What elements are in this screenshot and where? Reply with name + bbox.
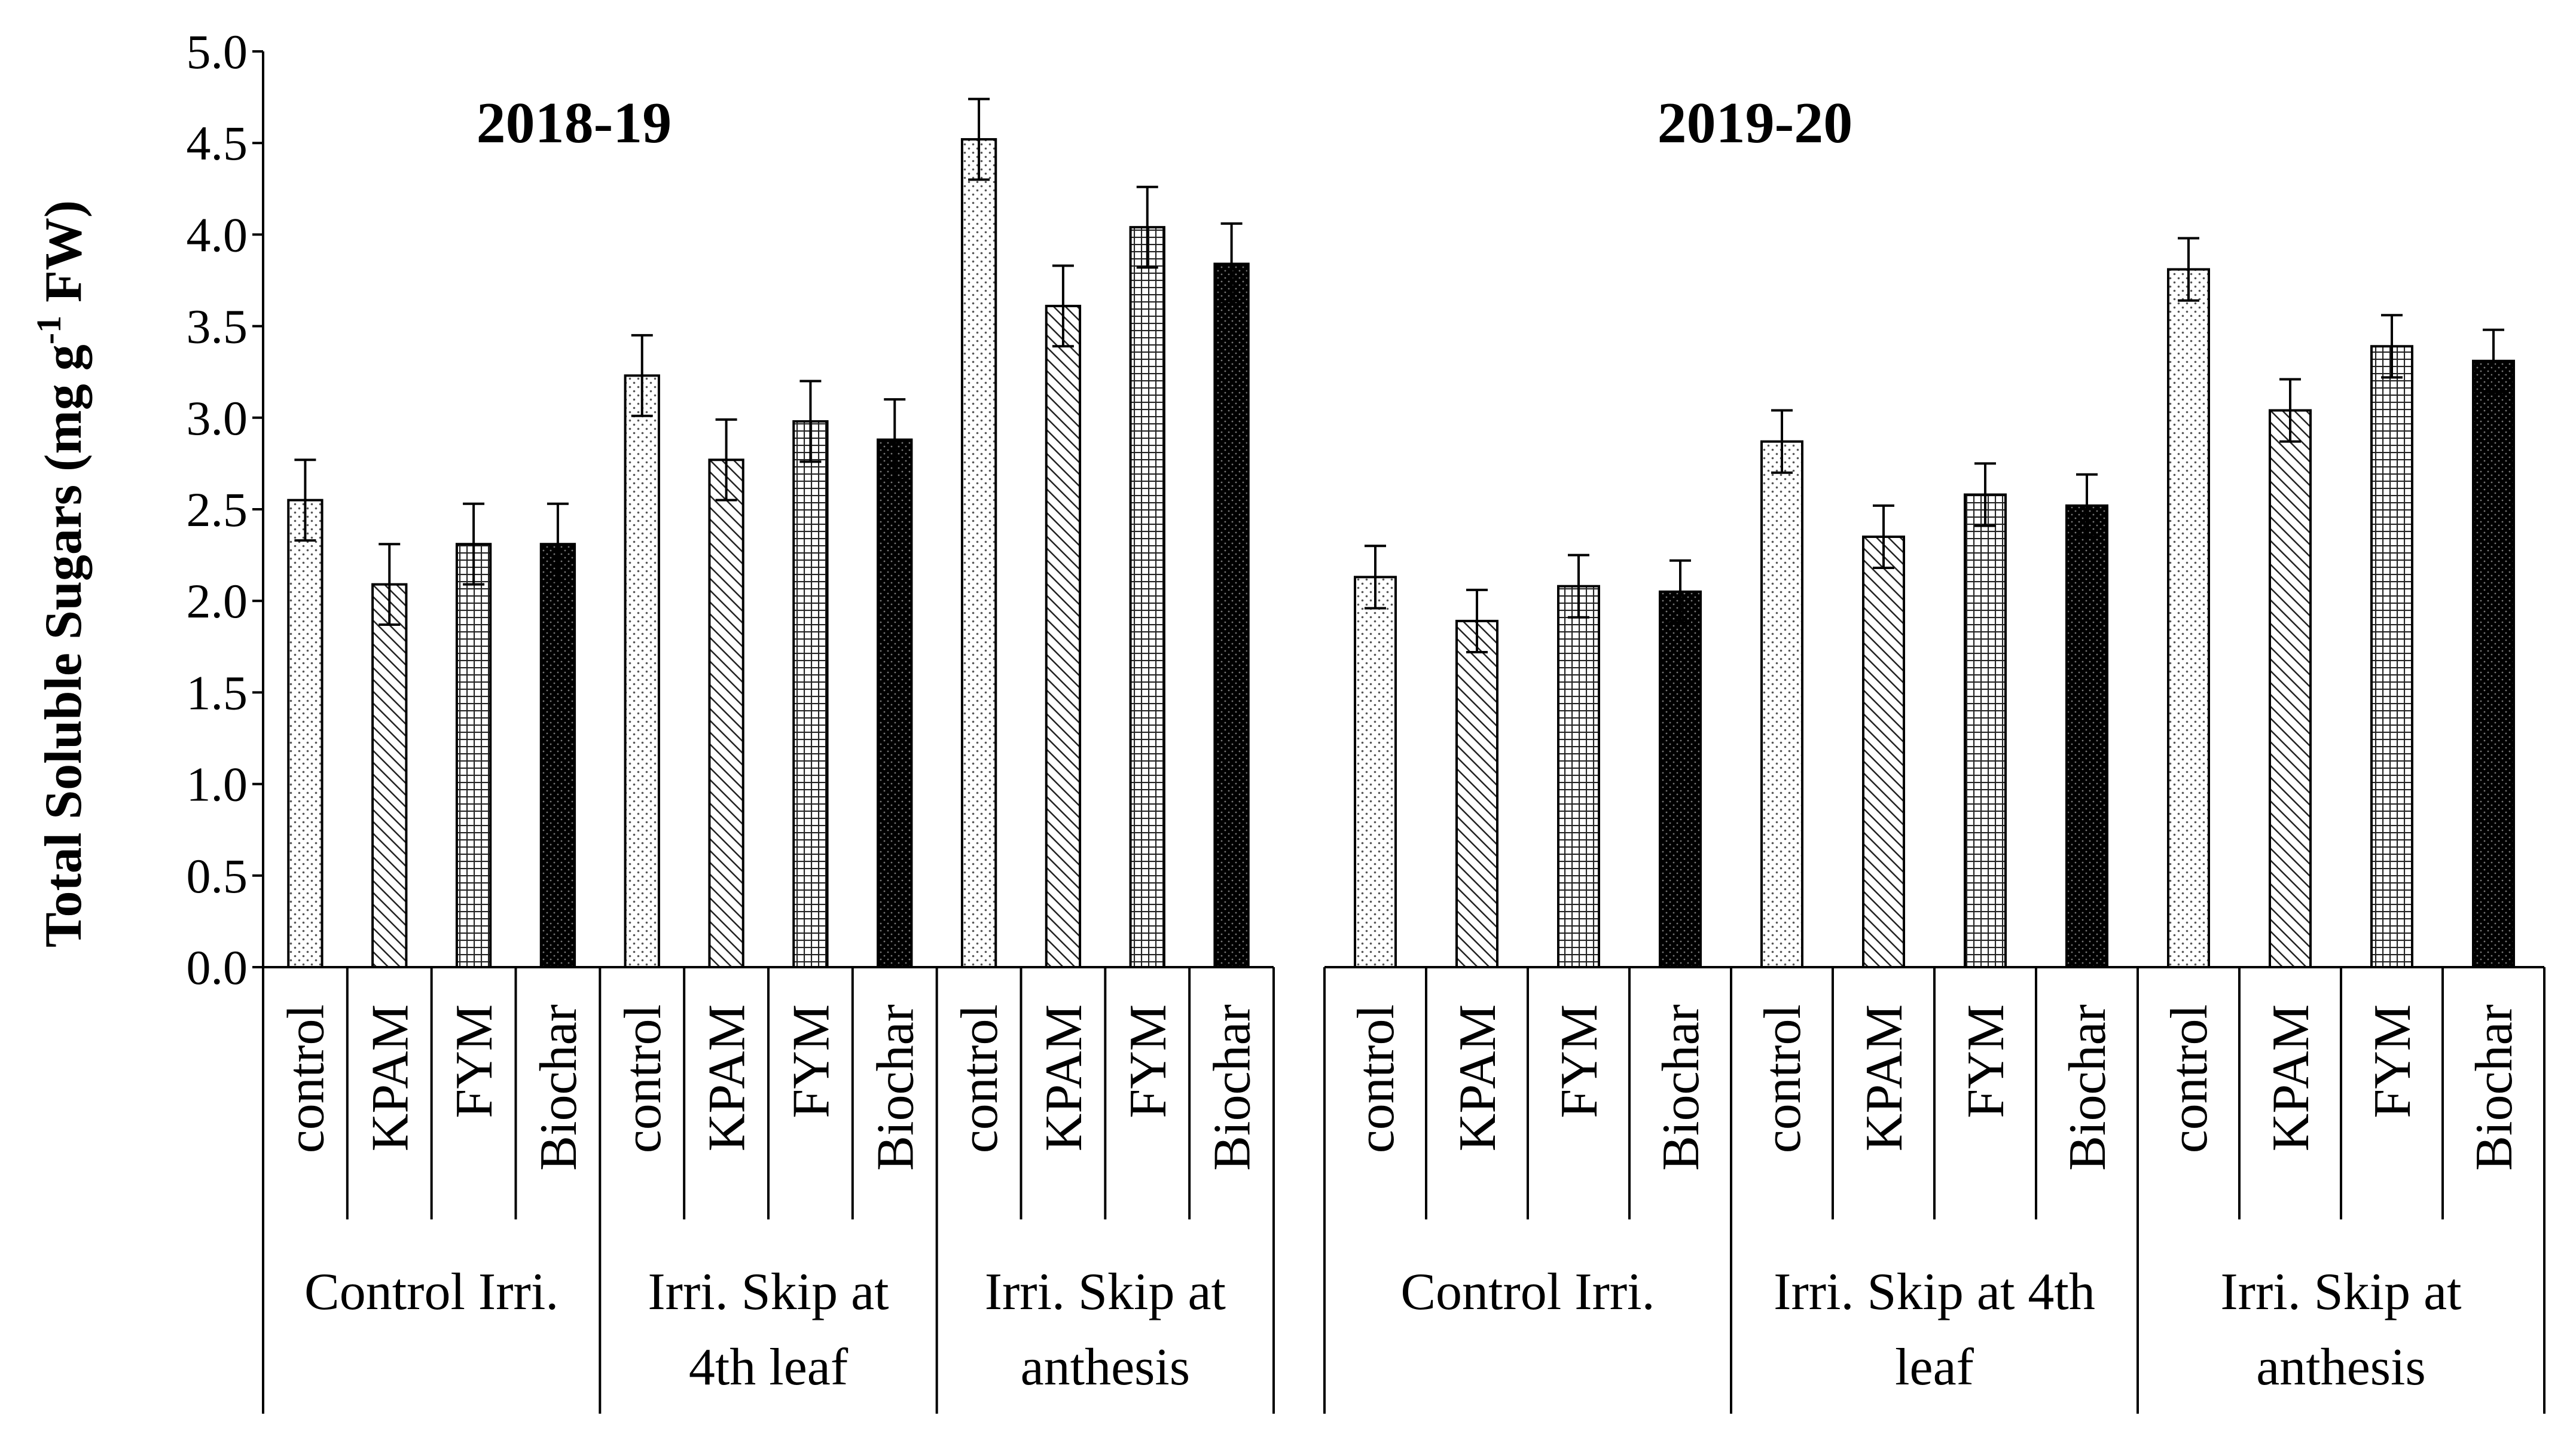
bar-control [960,138,997,968]
category-label: Biochar [1652,1004,1710,1171]
y-tick-label: 4.5 [187,116,248,170]
y-tick-label: 0.5 [187,849,248,903]
group-label: Control Irri. [1400,1263,1655,1321]
bar-kpam [371,583,408,968]
error-bars [294,97,2504,653]
group-label: anthesis [2256,1338,2426,1396]
category-label: control [614,1004,672,1153]
panel-title: 2019-20 [1658,91,1853,155]
y-tick-label: 0.0 [187,940,248,995]
category-label: FYM [2364,1004,2422,1118]
category-label: KPAM [1449,1004,1507,1151]
bar-kpam [708,458,744,968]
category-label: KPAM [698,1004,756,1151]
bar-biochar [2065,504,2108,968]
bars [287,138,2515,969]
category-labels: control KPAM FYM Biochar Control Irri. contro… [277,1004,2523,1396]
bar-control [1354,576,1397,968]
bar-control [1760,440,1803,968]
category-label: Biochar [530,1004,588,1171]
category-label: KPAM [1035,1004,1093,1151]
bar-fym [792,420,829,968]
group-label: leaf [1895,1338,1974,1396]
category-label: control [951,1004,1009,1153]
group-label: Irri. Skip at [985,1263,1226,1321]
panel-titles: 2018-19 2019-20 [477,91,1853,155]
bar-biochar [1659,590,1702,968]
bar-kpam [2269,409,2312,968]
bar-control [2167,268,2210,969]
svg-text:Total Soluble Sugars (mg g-1 F: Total Soluble Sugars (mg g-1 FW) [29,200,93,947]
category-label: FYM [1551,1004,1609,1118]
category-label: Biochar [2465,1004,2523,1171]
y-tick-label: 3.0 [187,391,248,445]
category-label: control [1347,1004,1405,1153]
group-label: Irri. Skip at [2220,1263,2461,1321]
category-label: KPAM [361,1004,419,1151]
y-axis-ticks: 0.0 0.5 1.0 1.5 2.0 2.5 3.0 3.5 4.0 4.5 5.0 [187,25,263,995]
y-axis-title: Total Soluble Sugars (mg g-1 FW) [29,200,93,947]
y-axis-title-superscript: -1 [29,316,68,344]
y-tick-label: 4.0 [187,207,248,262]
category-label: Biochar [866,1004,924,1171]
category-label: FYM [782,1004,840,1118]
y-axis-title-end: FW) [35,200,93,316]
bar-biochar [539,543,576,968]
category-label: FYM [1957,1004,2015,1118]
bar-fym [1964,493,2007,968]
y-tick-label: 5.0 [187,25,248,79]
y-tick-label: 2.5 [187,482,248,537]
category-label: control [277,1004,335,1153]
panel-title: 2018-19 [477,91,672,155]
group-label: 4th leaf [689,1338,849,1396]
category-label: KPAM [2262,1004,2320,1151]
bar-biochar [877,438,913,968]
category-label: FYM [445,1004,503,1118]
category-label: Biochar [2059,1004,2117,1171]
bar-fym [1557,585,1600,968]
y-tick-label: 3.5 [187,299,248,354]
category-label: control [2160,1004,2218,1153]
category-label: control [1754,1004,1812,1153]
y-tick-label: 1.5 [187,665,248,720]
bar-control [624,374,660,968]
bar-kpam [1045,304,1082,968]
bar-fym [455,543,492,968]
bar-biochar [2472,359,2515,968]
bar-biochar [1213,262,1250,969]
axes [262,51,2546,1414]
group-label: anthesis [1021,1338,1191,1396]
group-label: Irri. Skip at 4th [1774,1263,2095,1321]
y-tick-label: 1.0 [187,757,248,812]
category-label: KPAM [1855,1004,1913,1151]
group-label: Irri. Skip at [648,1263,889,1321]
bar-control [287,499,323,968]
bar-kpam [1455,619,1498,969]
y-axis-title-main: Total Soluble Sugars (mg g [35,344,93,947]
group-label: Control Irri. [304,1263,558,1321]
bar-fym [1129,226,1165,968]
category-label: Biochar [1204,1004,1262,1171]
category-label: FYM [1119,1004,1177,1118]
bar-fym [2370,345,2413,969]
bar-kpam [1862,535,1905,968]
y-tick-label: 2.0 [187,574,248,628]
